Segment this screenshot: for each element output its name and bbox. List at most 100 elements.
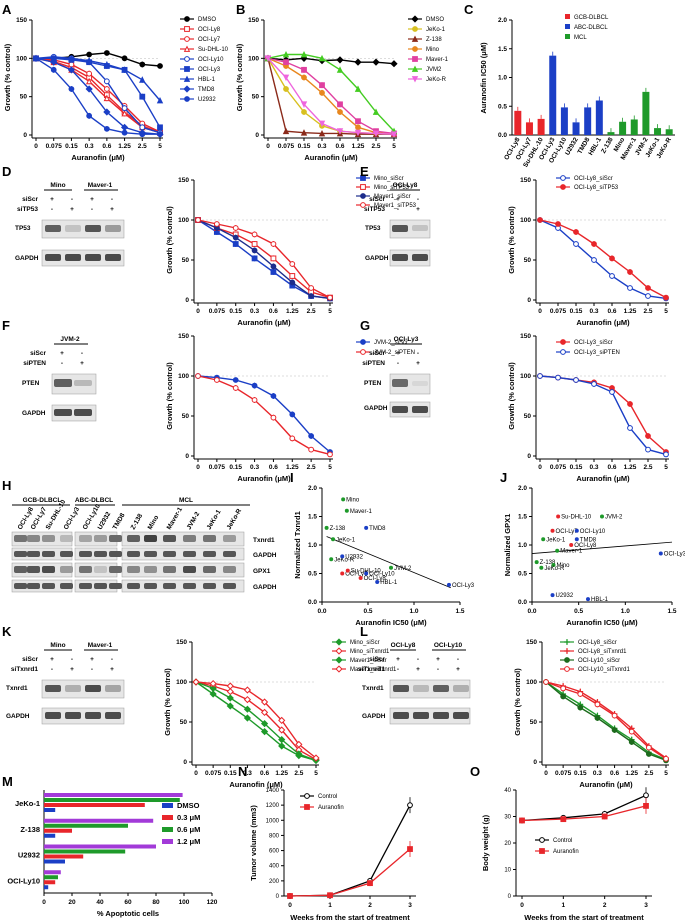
blot-band [54, 409, 72, 416]
data-point [139, 61, 146, 68]
y-tick-label: 200 [269, 879, 280, 885]
blot-band [203, 583, 216, 589]
y-axis-label: Growth (% control) [507, 206, 516, 274]
x-tick-label: 0 [538, 464, 542, 471]
data-point [260, 719, 269, 728]
band-label: TP53 [15, 225, 31, 232]
data-point [560, 693, 567, 700]
blot-band [203, 551, 216, 557]
sign: + [50, 656, 54, 663]
x-axis-label: % Apoptotic cells [97, 909, 159, 918]
data-point [372, 130, 380, 137]
data-point [232, 385, 239, 391]
legend-label: Auranofin [553, 849, 579, 855]
series-line [539, 375, 667, 456]
y-tick-label: 1.0 [518, 542, 527, 549]
y-tick-label: 0 [527, 453, 531, 460]
y-tick-label: 0 [276, 894, 280, 900]
y-tick-label: 50 [182, 413, 190, 420]
data-point [627, 269, 633, 275]
x-tick-label: 0 [194, 770, 198, 777]
data-point [594, 701, 601, 708]
blot-group-label: Maver-1 [88, 642, 113, 649]
row-label: siScr [30, 350, 46, 357]
data-point [139, 131, 146, 138]
x-tick-label: 0.3 [589, 464, 598, 471]
legend-marker [304, 793, 310, 799]
blot-group-label: OCI-Ly10 [434, 642, 463, 649]
data-point [192, 678, 200, 686]
point-label: JeKo-1 [336, 537, 356, 543]
x-tick-label: 1.5 [667, 608, 676, 615]
data-point [251, 241, 258, 247]
blot-band [105, 685, 121, 692]
legend-marker [564, 666, 570, 672]
x-tick-label: 2 [603, 902, 607, 909]
data-point [67, 66, 76, 74]
x-tick-label: 5 [314, 770, 318, 777]
x-tick-label: 5 [664, 464, 668, 471]
y-tick-label: 600 [269, 849, 280, 855]
legend-marker [411, 65, 419, 72]
blot-band [79, 583, 92, 589]
data-point [541, 537, 546, 542]
series-line [195, 681, 317, 761]
legend-marker [184, 96, 190, 102]
bar [44, 793, 183, 797]
point-label: OCI-Ly8 [574, 543, 597, 549]
blot-band [223, 583, 236, 589]
bar [44, 880, 56, 885]
legend-label: OCI-Ly8_siScr [574, 176, 613, 182]
x-tick-label: 0.6 [610, 770, 619, 777]
data-point [327, 294, 333, 301]
x-axis-label: Auranofin IC50 (μM) [355, 618, 427, 627]
data-point [289, 279, 296, 286]
legend-label: HBL-1 [198, 77, 216, 83]
y-tick-label: 150 [176, 639, 187, 646]
point-label: OCI-Ly3 [452, 583, 475, 589]
blot-band [453, 685, 469, 692]
x-axis-label: Auranofin (μM) [71, 153, 125, 162]
blot-band [144, 535, 157, 542]
x-tick-label: 0.0 [527, 608, 536, 615]
blot-band [183, 535, 196, 542]
data-point [319, 82, 325, 89]
x-tick-label: 1.25 [625, 770, 638, 777]
bar [44, 875, 58, 880]
blot-band [392, 254, 408, 261]
blot-band [203, 535, 216, 542]
data-point [270, 241, 277, 247]
data-point [577, 691, 584, 697]
bar [537, 118, 545, 135]
legend-label: Maver1_siScr [374, 194, 411, 200]
y-tick-label: 0 [185, 297, 189, 304]
sign: - [437, 666, 439, 673]
sign: + [416, 206, 420, 213]
y-tick-label: 0 [255, 132, 259, 139]
point-label: U2932 [345, 554, 363, 560]
data-point [543, 679, 549, 685]
series-line [289, 848, 411, 897]
legend-marker [183, 75, 191, 82]
data-point [340, 554, 345, 559]
data-point [341, 497, 346, 502]
sign: - [61, 360, 63, 367]
blot-group-label: Mino [50, 642, 65, 649]
data-point [645, 446, 651, 453]
x-tick-label: 0 [196, 464, 200, 471]
point-label: Mino [556, 563, 570, 569]
data-point [627, 285, 633, 291]
sign: - [417, 350, 419, 357]
y-tick-label: 0.5 [518, 571, 527, 578]
y-tick-label: 50 [524, 257, 532, 264]
data-point [270, 393, 277, 399]
data-point [85, 77, 93, 85]
data-point [282, 74, 290, 82]
x-tick-label: 5 [328, 464, 332, 471]
blot-band [60, 583, 73, 589]
data-point [243, 714, 252, 722]
legend-label: OCI-Ly8_siTP53 [574, 185, 619, 191]
blot-membrane [41, 219, 125, 239]
data-point [550, 593, 555, 598]
blot-band [144, 566, 157, 573]
